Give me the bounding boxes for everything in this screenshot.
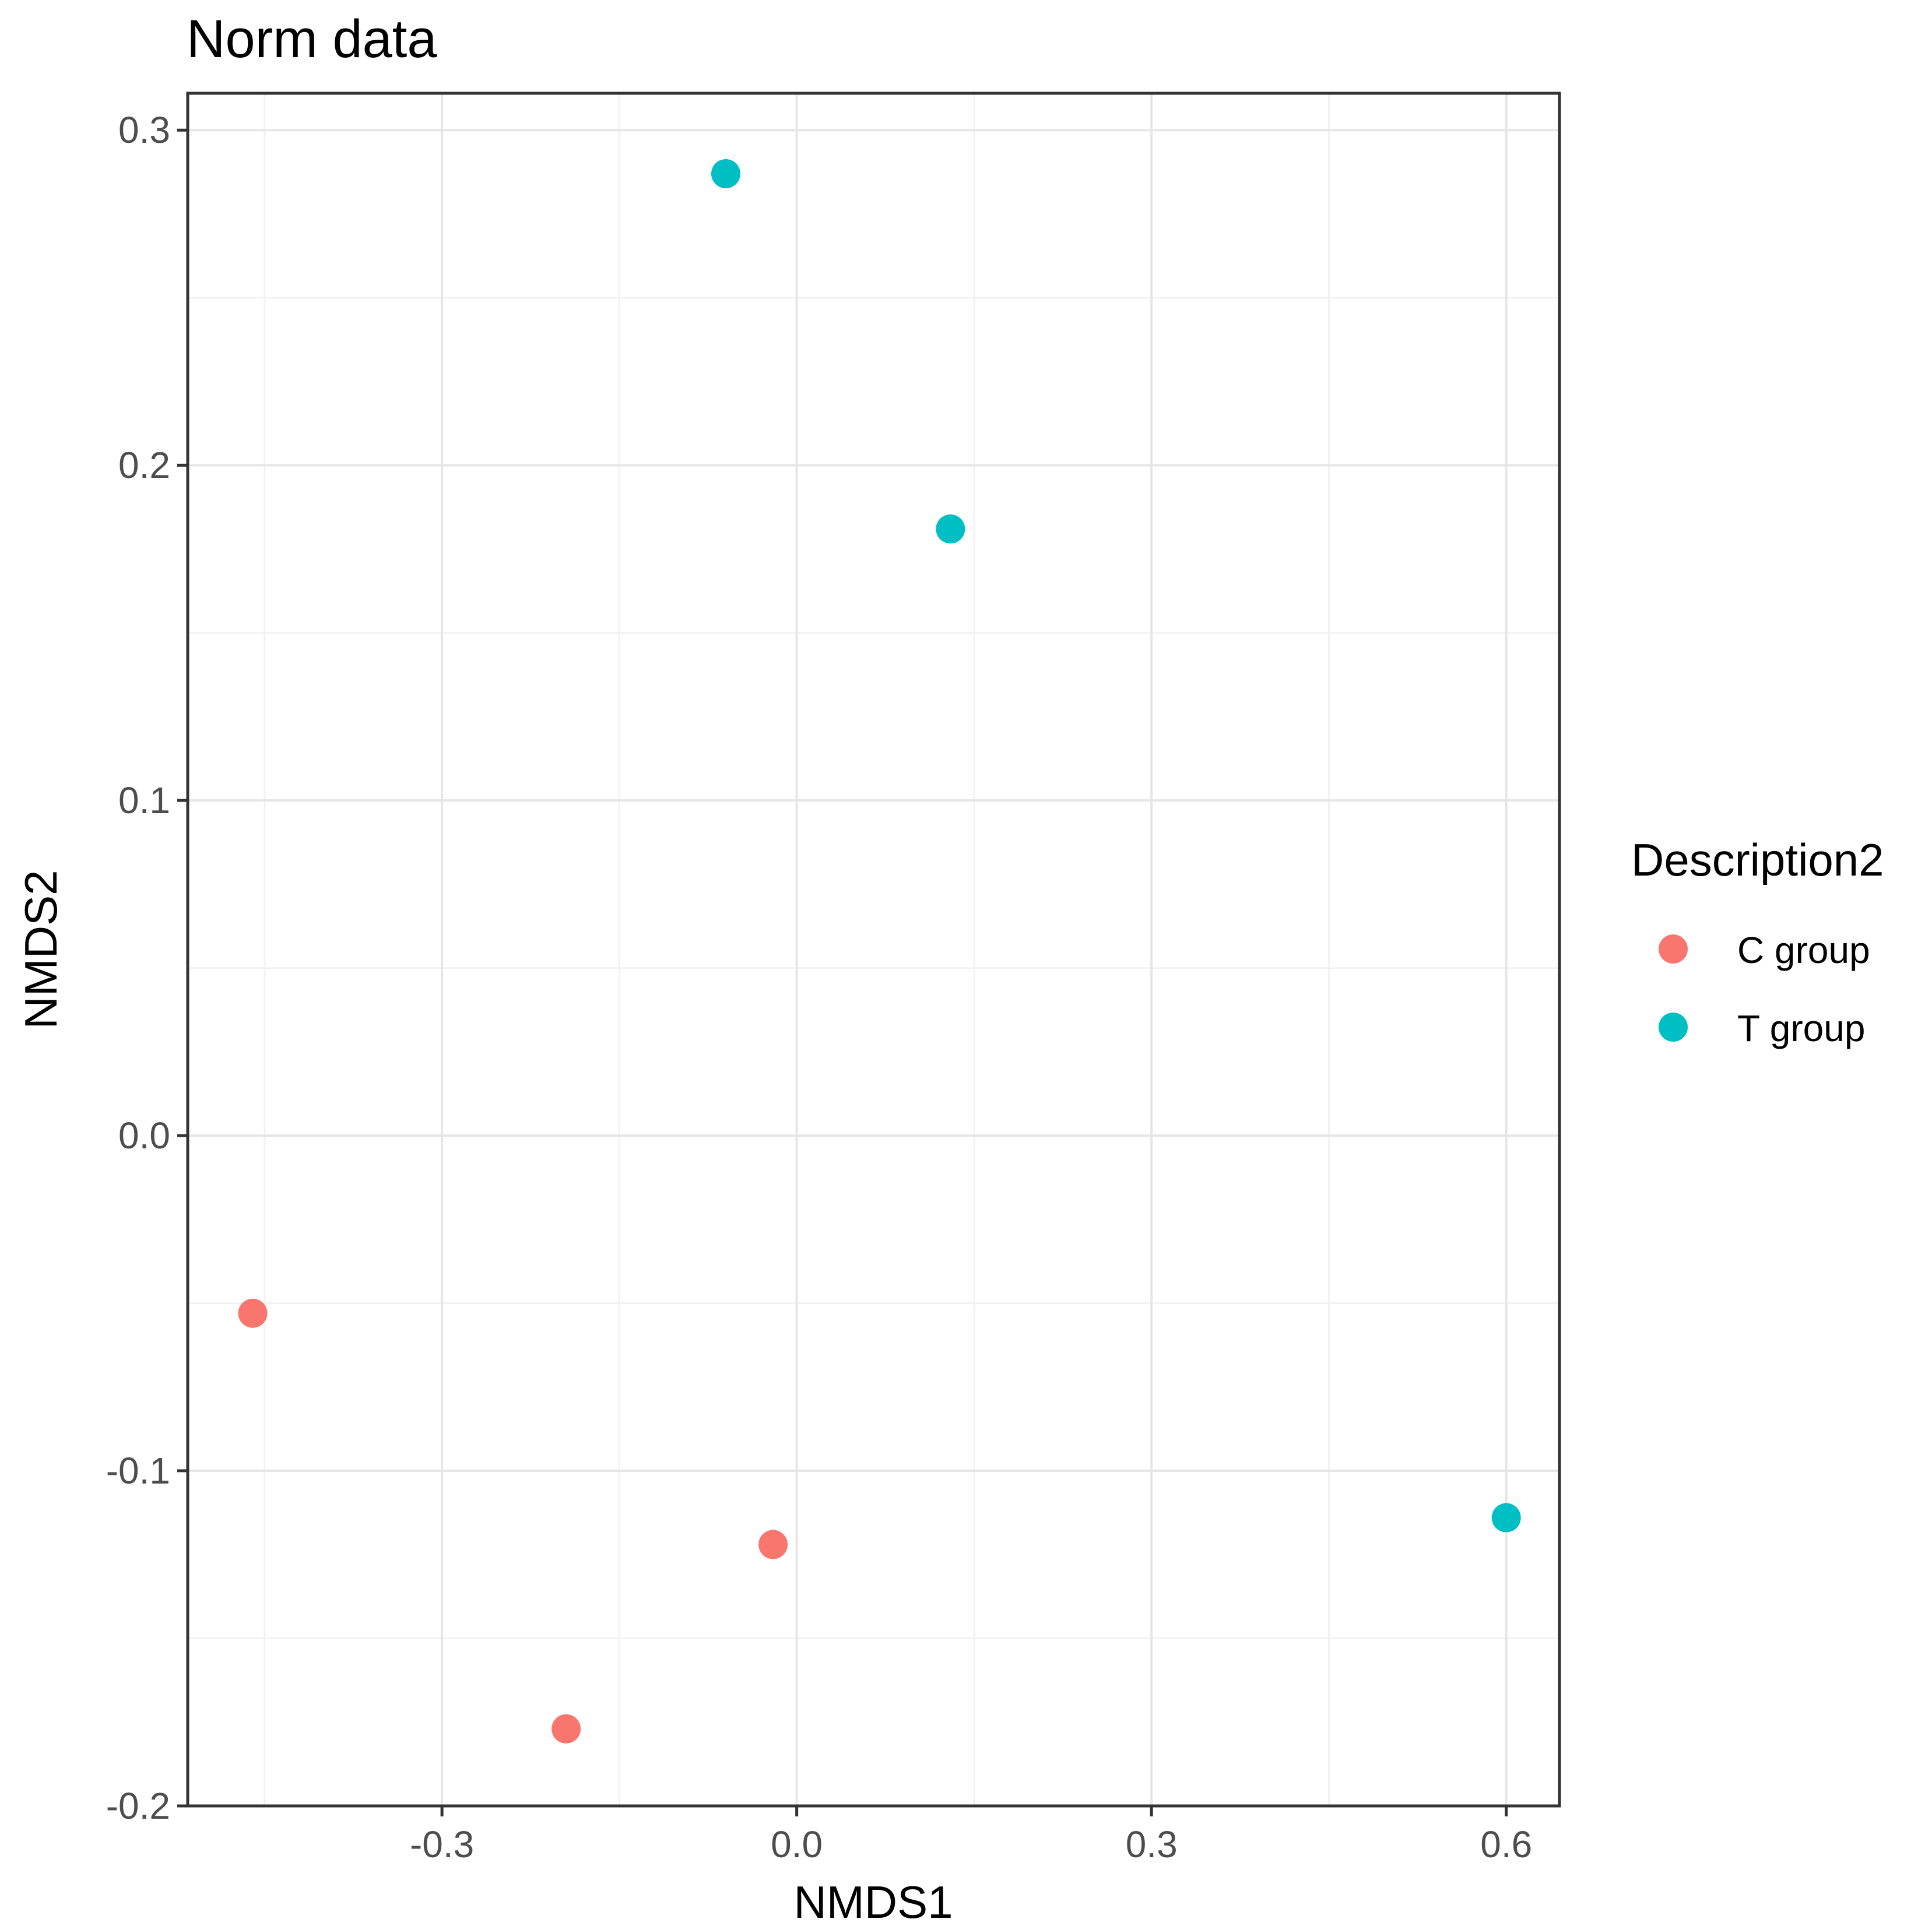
legend: Description2 C group T group	[1631, 834, 1884, 1049]
y-axis-ticks: -0.2 -0.1 0.0 0.1 0.2 0.3	[106, 109, 188, 1827]
legend-label-c-group: C group	[1737, 929, 1870, 971]
legend-key-t-group	[1659, 1013, 1688, 1042]
chart-title: Norm data	[187, 9, 437, 69]
data-point-t-group	[1491, 1503, 1521, 1533]
y-axis-title: NMDS2	[15, 870, 66, 1029]
y-tick-label: 0.1	[118, 779, 170, 821]
y-tick-label: 0.2	[118, 444, 170, 486]
data-point-c-group	[552, 1714, 581, 1744]
x-tick-label: 0.3	[1126, 1823, 1178, 1865]
x-tick-label: -0.3	[410, 1823, 474, 1865]
y-tick-label: -0.2	[106, 1785, 170, 1827]
data-point-t-group	[936, 514, 965, 544]
legend-title: Description2	[1631, 834, 1884, 885]
data-points	[238, 159, 1521, 1744]
data-point-t-group	[711, 159, 740, 188]
y-tick-label: -0.1	[106, 1450, 170, 1492]
x-axis-ticks: -0.3 0.0 0.3 0.6	[410, 1806, 1532, 1865]
y-tick-label: 0.3	[118, 109, 170, 151]
legend-label-t-group: T group	[1737, 1007, 1865, 1049]
y-tick-label: 0.0	[118, 1115, 170, 1157]
x-axis-title: NMDS1	[793, 1876, 953, 1926]
legend-key-c-group	[1659, 934, 1688, 964]
x-tick-label: 0.0	[771, 1823, 823, 1865]
data-point-c-group	[238, 1298, 268, 1328]
data-point-c-group	[758, 1530, 788, 1559]
plot-panel-border	[186, 92, 1561, 1808]
x-tick-label: 0.6	[1480, 1823, 1532, 1865]
